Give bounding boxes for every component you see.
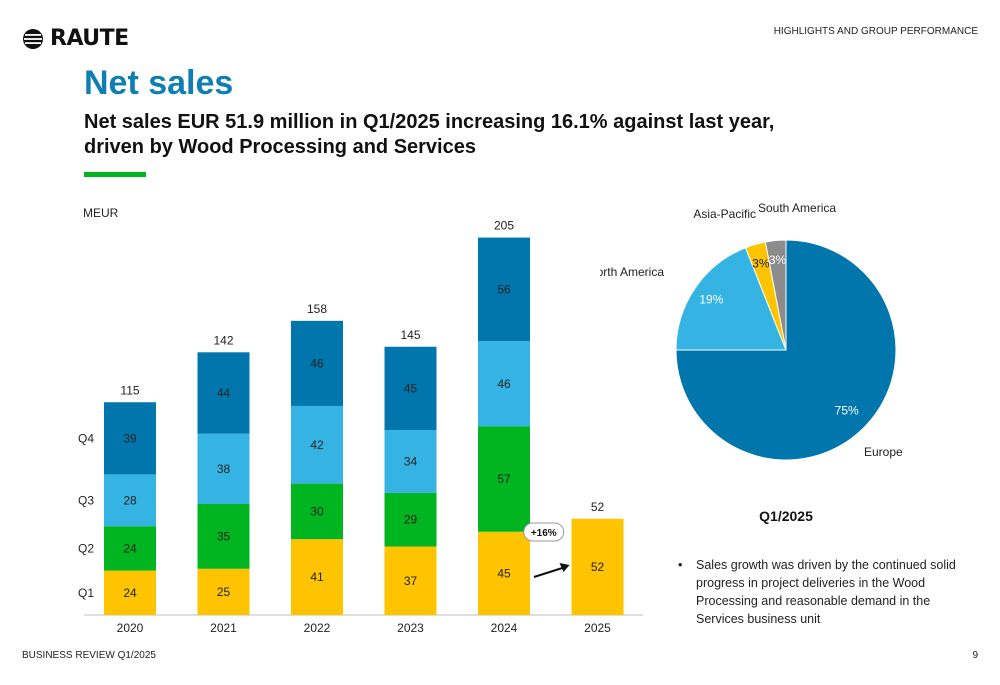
bar-2020-q4 [104, 402, 156, 475]
bar-2022-q4 [291, 320, 343, 406]
x-tick-2022: 2022 [304, 621, 331, 635]
bar-2020-q2 [104, 526, 156, 571]
logo-text: RAUTE [50, 26, 129, 51]
legend-q3: Q3 [78, 493, 94, 507]
legend-q1: Q1 [78, 586, 94, 600]
bar-value-2024-q4: 56 [497, 282, 511, 296]
bar-2021-q1 [197, 568, 250, 615]
bar-total-2024: 205 [494, 219, 514, 233]
x-tick-2024: 2024 [491, 621, 518, 635]
bar-value-2024-q2: 57 [497, 472, 511, 486]
pie-value-north-america: 19% [699, 292, 723, 306]
sales-by-region-pie-chart: 75% 19% 3%3% Europe North America Asia-Pacifi… [600, 201, 903, 524]
bar-2022-q2 [291, 483, 343, 540]
bar-value-2022-q2: 30 [310, 504, 324, 518]
pie-value-asia-pacific: 3% [752, 256, 770, 270]
pie-value-europe: 75% [835, 404, 859, 418]
bar-total-2022: 158 [307, 302, 327, 316]
x-tick-2020: 2020 [117, 621, 144, 635]
bar-2024-q2 [478, 426, 530, 532]
growth-arrow [533, 566, 566, 578]
footer-left: BUSINESS REVIEW Q1/2025 [22, 650, 156, 661]
bar-value-2022-q1: 41 [310, 570, 324, 584]
accent-bar [84, 172, 146, 177]
bar-value-2020-q2: 24 [123, 541, 137, 555]
page-title: Net sales [84, 64, 234, 102]
bar-total-2020: 115 [120, 383, 139, 397]
bar-2023-q3 [384, 430, 437, 493]
bar-value-2021-q1: 25 [217, 585, 231, 599]
bar-2025-q1 [571, 518, 624, 615]
bar-value-2024-q1: 45 [497, 566, 511, 580]
pie-label-europe: Europe [864, 445, 903, 459]
y-unit-label: MEUR [83, 206, 119, 220]
x-tick-2021: 2021 [210, 621, 237, 635]
growth-badge-label: +16% [531, 528, 557, 539]
section-label: HIGHLIGHTS AND GROUP PERFORMANCE [773, 26, 978, 37]
bullet-dot: • [678, 558, 683, 572]
pie-label-asia-pacific: Asia-Pacific [693, 207, 756, 221]
bar-2020-q1 [104, 570, 156, 615]
bullet-text: Sales growth was driven by the continued… [696, 558, 956, 626]
pie-value-south-america: 3% [769, 253, 787, 267]
bar-value-2021-q2: 35 [217, 529, 231, 543]
bar-2022-q1 [291, 539, 343, 615]
bar-value-2023-q4: 45 [404, 381, 418, 395]
bar-value-2022-q4: 46 [310, 356, 324, 370]
net-sales-bar-chart: MEUR 2020 2021 2022 2023 2024 2025 Q1 Q2 Q3 Q4 24 2… [78, 206, 643, 635]
raute-logo-icon [23, 28, 43, 49]
growth-badge [523, 522, 565, 542]
bar-value-2025-q1: 52 [591, 560, 605, 574]
bar-value-2020-q3: 28 [123, 493, 137, 507]
legend-q2: Q2 [78, 541, 94, 555]
bar-2024-q3 [478, 341, 530, 427]
bar-value-2021-q4: 44 [217, 386, 231, 400]
bar-2024-q4 [478, 237, 530, 342]
pie-slice-south-america [764, 239, 787, 351]
legend-q4: Q4 [78, 431, 94, 445]
bar-value-2023-q2: 29 [404, 513, 418, 527]
bar-2021-q2 [197, 504, 250, 569]
bar-2023-q2 [384, 492, 437, 547]
page-number: 9 [972, 650, 978, 661]
bar-value-2023-q3: 34 [404, 454, 418, 468]
bar-value-2023-q1: 37 [404, 574, 418, 588]
bar-2022-q3 [291, 405, 343, 484]
bar-2023-q1 [384, 546, 437, 615]
pie-label-south-america: South America [758, 201, 836, 215]
bar-2021-q3 [197, 433, 250, 504]
bar-2021-q4 [197, 352, 250, 434]
bar-2023-q4 [384, 346, 437, 430]
bar-total-2021: 142 [213, 333, 233, 347]
pie-slice-north-america [675, 247, 787, 351]
page-subtitle: Net sales EUR 51.9 million in Q1/2025 in… [84, 111, 775, 158]
pie-title: Q1/2025 [759, 508, 813, 524]
bar-2020-q3 [104, 474, 156, 527]
bar-value-2020-q1: 24 [123, 586, 137, 600]
bar-2024-q1 [478, 531, 530, 615]
x-tick-2023: 2023 [397, 621, 424, 635]
bar-value-2024-q3: 46 [497, 377, 511, 391]
bar-value-2022-q3: 42 [310, 438, 324, 452]
pie-label-north-america: North America [600, 265, 664, 279]
raute-logo: RAUTE [22, 26, 129, 51]
bar-total-2023: 145 [400, 328, 420, 342]
bar-value-2020-q4: 39 [123, 431, 137, 445]
bar-value-2021-q3: 38 [217, 462, 231, 476]
x-tick-2025: 2025 [584, 621, 611, 635]
bar-total-2025: 52 [591, 500, 605, 514]
growth-arrow-head [559, 563, 570, 572]
bullet-point: • Sales growth was driven by the continu… [678, 556, 958, 628]
